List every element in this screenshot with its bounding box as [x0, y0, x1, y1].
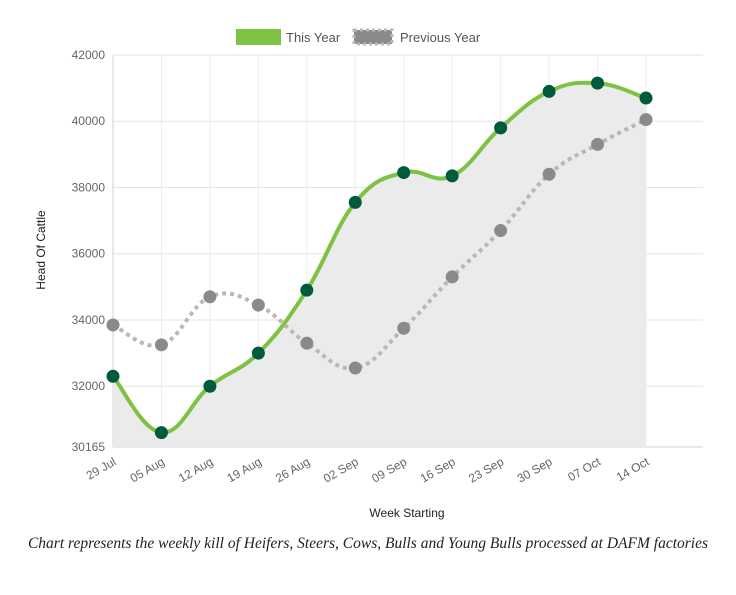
data-point-series-2	[251, 298, 265, 312]
data-point-series-2	[494, 224, 508, 238]
x-axis-title: Week Starting	[369, 506, 444, 520]
data-point-series-2	[348, 361, 362, 375]
x-tick-label: 23 Sep	[466, 454, 506, 485]
data-point-series-1	[397, 166, 411, 180]
data-point-series-2	[203, 290, 217, 304]
data-point-series-1	[494, 121, 508, 135]
data-point-series-1	[106, 369, 120, 383]
x-tick-label: 07 Oct	[565, 454, 603, 484]
legend: This Year Previous Year	[236, 28, 481, 46]
y-axis-title: Head Of Cattle	[34, 210, 48, 290]
series-area-1	[113, 82, 646, 448]
y-tick-label: 32000	[72, 379, 106, 393]
data-point-series-1	[542, 84, 556, 98]
data-point-series-2	[542, 167, 556, 181]
data-points	[106, 76, 653, 440]
data-point-series-1	[300, 283, 314, 297]
x-tick-label: 26 Aug	[273, 454, 312, 485]
y-tick-label: 34000	[72, 313, 106, 327]
data-point-series-1	[154, 426, 168, 440]
legend-swatch-this-year	[236, 29, 281, 45]
data-point-series-1	[251, 346, 265, 360]
chart-caption: Chart represents the weekly kill of Heif…	[27, 535, 709, 552]
x-axis-ticks: 29 Jul 05 Aug 12 Aug 19 Aug 26 Aug 02 Sep 09 S…	[84, 454, 652, 485]
x-tick-label: 14 Oct	[614, 454, 652, 484]
data-point-series-2	[445, 270, 459, 284]
legend-label-previous-year: Previous Year	[400, 30, 481, 45]
x-tick-label: 19 Aug	[224, 454, 263, 485]
x-tick-label: 02 Sep	[321, 454, 361, 485]
data-point-series-1	[348, 195, 362, 209]
x-tick-label: 16 Sep	[418, 454, 458, 485]
x-tick-label: 05 Aug	[128, 454, 167, 485]
data-point-series-2	[300, 336, 314, 350]
data-point-series-2	[154, 338, 168, 352]
area-fill	[113, 82, 646, 448]
y-tick-label: 40000	[72, 114, 106, 128]
data-point-series-2	[397, 321, 411, 335]
y-axis-ticks: 30165 32000 34000 36000 38000 40000 42000	[72, 48, 106, 454]
data-point-series-2	[591, 137, 605, 151]
data-point-series-1	[203, 379, 217, 393]
x-tick-label: 09 Sep	[369, 454, 409, 485]
legend-label-this-year: This Year	[286, 30, 341, 45]
x-tick-label: 29 Jul	[84, 454, 119, 482]
x-tick-label: 12 Aug	[176, 454, 215, 485]
y-tick-label: 38000	[72, 180, 106, 194]
data-point-series-1	[445, 169, 459, 183]
legend-swatch-previous-year	[352, 28, 394, 46]
data-point-series-1	[591, 76, 605, 90]
y-tick-label: 42000	[72, 48, 106, 62]
line-chart: 30165 32000 34000 36000 38000 40000 42000 29 J…	[34, 28, 703, 520]
data-point-series-2	[639, 113, 653, 127]
data-point-series-1	[639, 91, 653, 105]
y-tick-label: 30165	[72, 440, 106, 454]
data-point-series-2	[106, 318, 120, 332]
x-tick-label: 30 Sep	[515, 454, 555, 485]
chart-container: 30165 32000 34000 36000 38000 40000 42000 29 J…	[28, 28, 708, 552]
y-tick-label: 36000	[72, 247, 106, 261]
